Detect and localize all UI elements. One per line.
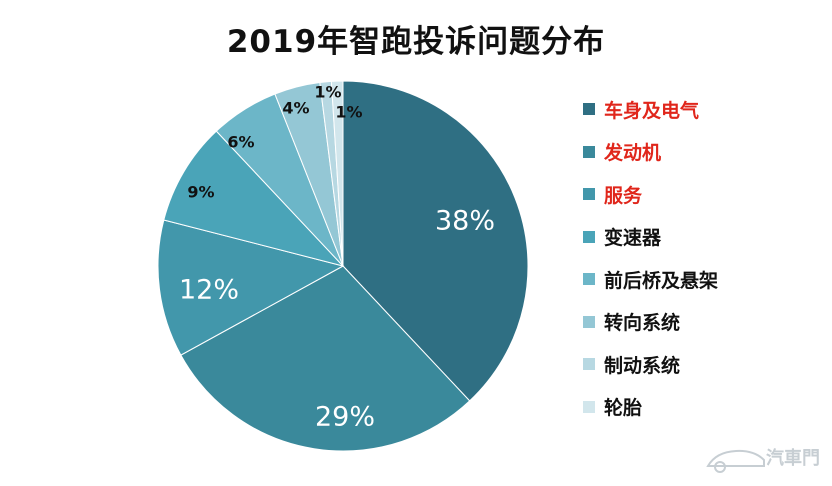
legend-swatch [583, 273, 595, 286]
pie-slice [180, 265, 471, 452]
legend-item: 转向系统 [583, 301, 718, 344]
pie-slice [330, 80, 344, 267]
legend-swatch [583, 358, 595, 371]
legend-label: 前后桥及悬架 [604, 269, 719, 292]
data-label: 12% [179, 275, 239, 306]
legend-label: 转向系统 [604, 312, 681, 335]
legend-label: 制动系统 [604, 354, 681, 377]
chart-title: 2019年智跑投诉问题分布 [226, 24, 606, 60]
legend-label: 发动机 [604, 142, 662, 165]
legend-label: 轮胎 [604, 397, 643, 420]
data-label: 6% [227, 133, 254, 152]
data-label: 38% [435, 206, 495, 237]
watermark-text: 汽車門 [766, 448, 820, 469]
legend-item: 变速器 [583, 216, 718, 259]
chart-legend: 车身及电气发动机服务变速器前后桥及悬架 转向系统制动系统轮胎 [583, 88, 718, 428]
legend-swatch [583, 188, 595, 201]
pie-slice [157, 219, 345, 356]
legend-item: 轮胎 [583, 386, 718, 429]
legend-swatch [583, 230, 595, 243]
legend-label: 变速器 [604, 227, 662, 250]
pie-slice [163, 130, 345, 267]
watermark-logo: 汽車門 [702, 442, 820, 476]
legend-item: 制动系统 [583, 343, 718, 386]
legend-item: 发动机 [583, 131, 718, 174]
legend-swatch [583, 145, 595, 158]
legend-label: 服务 [604, 184, 643, 207]
legend-label: 车身及电气 [604, 99, 700, 122]
data-label: 1% [335, 103, 362, 122]
car-logo-icon [706, 449, 765, 473]
data-label: 1% [314, 83, 341, 102]
legend-swatch [583, 315, 595, 328]
legend-item: 车身及电气 [583, 88, 718, 131]
legend-swatch [583, 400, 595, 413]
data-label: 29% [315, 402, 375, 433]
legend-item: 前后桥及悬架 [583, 258, 718, 301]
data-label: 4% [282, 99, 309, 118]
legend-swatch [583, 103, 595, 116]
legend-item: 服务 [583, 173, 718, 216]
pie-slice [342, 80, 529, 402]
data-label: 9% [187, 183, 214, 202]
